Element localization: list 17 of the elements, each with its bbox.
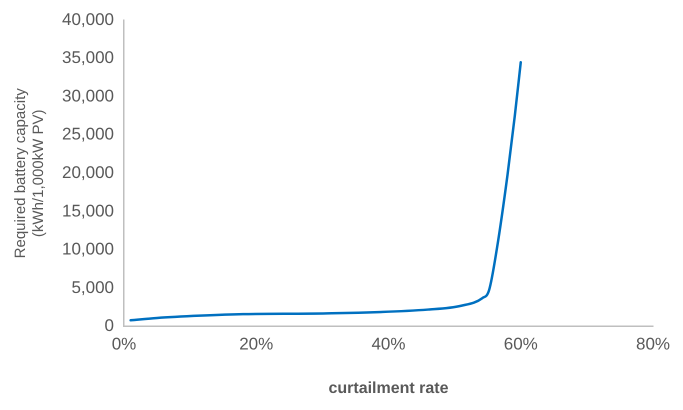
- x-tick-label: 40%: [371, 334, 406, 354]
- x-tick-label: 80%: [636, 334, 670, 354]
- y-tick-label: 15,000: [62, 201, 114, 220]
- y-tick-label: 40,000: [62, 10, 114, 29]
- y-tick-label: 25,000: [62, 124, 114, 144]
- y-tick-label: 20,000: [62, 162, 114, 182]
- y-tick-label: 5,000: [71, 278, 114, 297]
- y-tick-label: 0: [104, 316, 114, 336]
- y-axis-title: Required battery capacity (kWh/1,000kW PV): [12, 88, 48, 258]
- y-tick-label: 30,000: [62, 86, 114, 106]
- line-series: [129, 61, 522, 322]
- x-axis-title: curtailment rate: [328, 380, 449, 397]
- x-tick-label: 60%: [504, 334, 538, 354]
- y-tick-label: 35,000: [62, 48, 114, 68]
- y-tick-label: 10,000: [62, 240, 114, 259]
- x-tick-label: 20%: [239, 334, 274, 354]
- x-tick-label: 0%: [112, 334, 136, 354]
